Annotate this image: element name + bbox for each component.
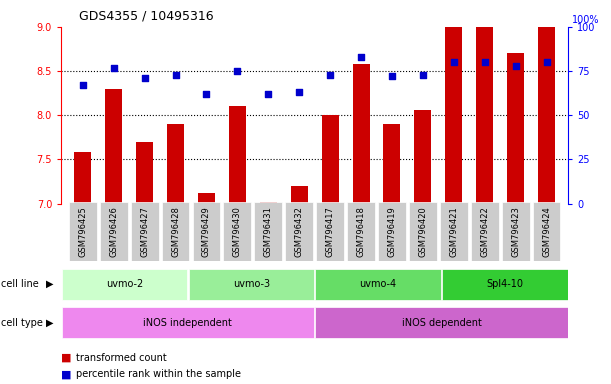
FancyBboxPatch shape — [347, 202, 375, 261]
Text: GSM796418: GSM796418 — [357, 206, 365, 257]
Text: cell line: cell line — [1, 279, 38, 289]
Bar — [136, 142, 153, 204]
Point — [356, 54, 366, 60]
FancyBboxPatch shape — [62, 307, 314, 338]
Bar — [105, 89, 122, 204]
FancyBboxPatch shape — [315, 307, 568, 338]
FancyBboxPatch shape — [440, 202, 468, 261]
Text: GSM796422: GSM796422 — [480, 206, 489, 257]
Text: GSM796429: GSM796429 — [202, 206, 211, 257]
Bar — [291, 186, 308, 204]
FancyBboxPatch shape — [378, 202, 406, 261]
Text: GSM796428: GSM796428 — [171, 206, 180, 257]
FancyBboxPatch shape — [254, 202, 282, 261]
Point — [387, 73, 397, 79]
Text: GSM796430: GSM796430 — [233, 206, 242, 257]
Bar — [414, 110, 431, 204]
Text: cell type: cell type — [1, 318, 43, 328]
Text: percentile rank within the sample: percentile rank within the sample — [76, 369, 241, 379]
Point — [418, 71, 428, 78]
Text: transformed count: transformed count — [76, 353, 167, 363]
Point — [511, 63, 521, 69]
Point — [480, 59, 489, 65]
Text: iNOS dependent: iNOS dependent — [401, 318, 481, 328]
FancyBboxPatch shape — [161, 202, 189, 261]
Text: uvmo-3: uvmo-3 — [233, 279, 270, 289]
Text: GSM796432: GSM796432 — [295, 206, 304, 257]
Bar — [384, 124, 400, 204]
Bar — [476, 27, 493, 204]
Text: iNOS independent: iNOS independent — [144, 318, 232, 328]
Point — [109, 65, 119, 71]
FancyBboxPatch shape — [316, 202, 344, 261]
Bar — [229, 106, 246, 204]
FancyBboxPatch shape — [285, 202, 313, 261]
Text: GSM796423: GSM796423 — [511, 206, 520, 257]
Bar — [538, 27, 555, 204]
FancyBboxPatch shape — [471, 202, 499, 261]
Text: ▶: ▶ — [46, 279, 54, 289]
FancyBboxPatch shape — [315, 269, 441, 300]
FancyBboxPatch shape — [409, 202, 437, 261]
Text: GSM796426: GSM796426 — [109, 206, 118, 257]
FancyBboxPatch shape — [224, 202, 251, 261]
FancyBboxPatch shape — [69, 202, 97, 261]
Text: ▶: ▶ — [46, 318, 54, 328]
Bar — [75, 152, 91, 204]
FancyBboxPatch shape — [100, 202, 128, 261]
Point — [325, 71, 335, 78]
Text: ■: ■ — [61, 353, 71, 363]
Bar — [198, 193, 215, 204]
Text: GSM796425: GSM796425 — [78, 206, 87, 257]
Point — [202, 91, 211, 97]
Text: GSM796427: GSM796427 — [140, 206, 149, 257]
FancyBboxPatch shape — [533, 202, 560, 261]
Text: GSM796420: GSM796420 — [419, 206, 427, 257]
Point — [295, 89, 304, 95]
FancyBboxPatch shape — [502, 202, 530, 261]
FancyBboxPatch shape — [189, 269, 314, 300]
Text: uvmo-2: uvmo-2 — [106, 279, 143, 289]
FancyBboxPatch shape — [131, 202, 158, 261]
Point — [232, 68, 242, 74]
FancyBboxPatch shape — [62, 269, 187, 300]
Point — [78, 82, 87, 88]
Bar — [353, 64, 370, 204]
Point — [263, 91, 273, 97]
Point — [542, 59, 552, 65]
Text: ■: ■ — [61, 369, 71, 379]
Text: GSM796421: GSM796421 — [449, 206, 458, 257]
Bar — [445, 27, 463, 204]
Text: GDS4355 / 10495316: GDS4355 / 10495316 — [79, 10, 214, 23]
Text: GSM796424: GSM796424 — [542, 206, 551, 257]
Bar — [507, 53, 524, 204]
Text: 100%: 100% — [573, 15, 600, 25]
Point — [449, 59, 459, 65]
Text: Spl4-10: Spl4-10 — [486, 279, 524, 289]
Text: uvmo-4: uvmo-4 — [359, 279, 397, 289]
Bar — [167, 124, 184, 204]
Bar — [260, 202, 277, 204]
Point — [170, 71, 180, 78]
Text: GSM796419: GSM796419 — [387, 206, 397, 257]
FancyBboxPatch shape — [192, 202, 221, 261]
Text: GSM796417: GSM796417 — [326, 206, 335, 257]
Text: GSM796431: GSM796431 — [264, 206, 273, 257]
Bar — [321, 115, 338, 204]
Point — [140, 75, 150, 81]
FancyBboxPatch shape — [442, 269, 568, 300]
